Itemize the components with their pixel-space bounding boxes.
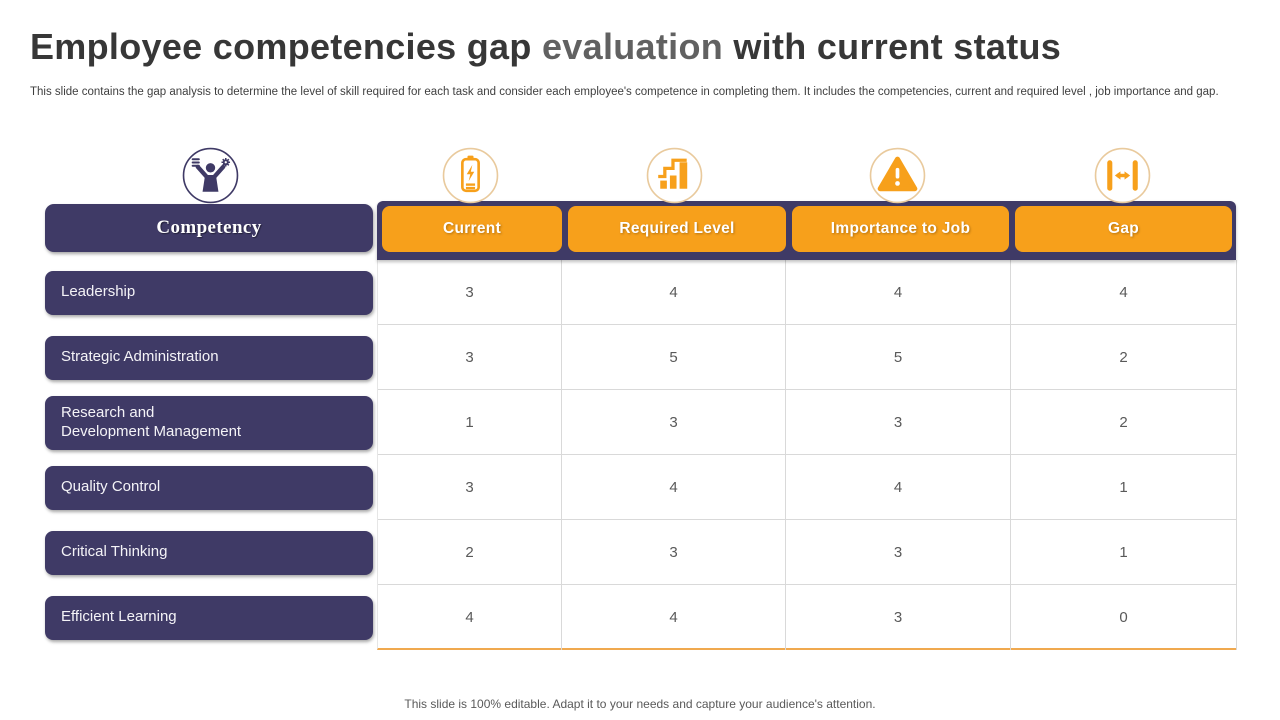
- warning-triangle-icon: [869, 147, 926, 204]
- title-part2: with current status: [723, 26, 1062, 67]
- competency-row: Quality Control: [45, 455, 373, 520]
- person-skills-icon: [182, 147, 239, 204]
- column-header-importance-to-job: Importance to Job: [792, 206, 1009, 252]
- cell-research-required: 3: [562, 390, 786, 455]
- cell-research-importance: 3: [786, 390, 1011, 455]
- cell-leadership-required: 4: [562, 260, 786, 325]
- cell-efficient-gap: 0: [1011, 585, 1237, 650]
- cell-critical-gap: 1: [1011, 520, 1237, 585]
- competency-row: Research and Development Management: [45, 390, 373, 455]
- cell-leadership-gap: 4: [1011, 260, 1237, 325]
- cell-leadership-importance: 4: [786, 260, 1011, 325]
- values-table: 3 4 4 4 3 5 5 2 1 3 3 2 3 4 4 1 2 3 3 1 …: [377, 260, 1237, 650]
- cell-strategic-required: 5: [562, 325, 786, 390]
- cell-quality-current: 3: [378, 455, 562, 520]
- cell-critical-required: 3: [562, 520, 786, 585]
- competency-row: Efficient Learning: [45, 585, 373, 650]
- cell-efficient-required: 4: [562, 585, 786, 650]
- column-header-current: Current: [382, 206, 562, 252]
- competency-label: Critical Thinking: [45, 530, 373, 575]
- cell-efficient-importance: 3: [786, 585, 1011, 650]
- title-part1: Employee competencies gap: [30, 26, 542, 67]
- editable-note: This slide is 100% editable. Adapt it to…: [404, 697, 876, 711]
- competency-label: Efficient Learning: [45, 595, 373, 640]
- competency-label: Strategic Administration: [45, 335, 373, 380]
- cell-critical-importance: 3: [786, 520, 1011, 585]
- competency-label: Leadership: [45, 270, 373, 315]
- cell-efficient-current: 4: [378, 585, 562, 650]
- title-highlight: evaluation: [541, 26, 724, 67]
- cell-strategic-gap: 2: [1011, 325, 1237, 390]
- cell-leadership-current: 3: [378, 260, 562, 325]
- cell-quality-importance: 4: [786, 455, 1011, 520]
- growth-steps-icon: [646, 147, 703, 204]
- competency-label: Research and Development Management: [45, 395, 373, 450]
- column-header-required-level: Required Level: [568, 206, 786, 252]
- column-header-gap: Gap: [1015, 206, 1232, 252]
- cell-quality-required: 4: [562, 455, 786, 520]
- cell-strategic-current: 3: [378, 325, 562, 390]
- cell-critical-current: 2: [378, 520, 562, 585]
- battery-level-icon: [442, 147, 499, 204]
- gap-distance-icon: [1094, 147, 1151, 204]
- cell-research-gap: 2: [1011, 390, 1237, 455]
- slide-description: This slide contains the gap analysis to …: [30, 86, 1219, 98]
- competency-label: Quality Control: [45, 465, 373, 510]
- competency-list: Leadership Strategic Administration Rese…: [45, 260, 373, 650]
- competency-row: Critical Thinking: [45, 520, 373, 585]
- competency-row: Strategic Administration: [45, 325, 373, 390]
- cell-quality-gap: 1: [1011, 455, 1237, 520]
- cell-research-current: 1: [378, 390, 562, 455]
- competency-row: Leadership: [45, 260, 373, 325]
- competency-column-header: Competency: [45, 204, 373, 252]
- page-title: Employee competencies gap evaluation wit…: [30, 26, 1210, 67]
- cell-strategic-importance: 5: [786, 325, 1011, 390]
